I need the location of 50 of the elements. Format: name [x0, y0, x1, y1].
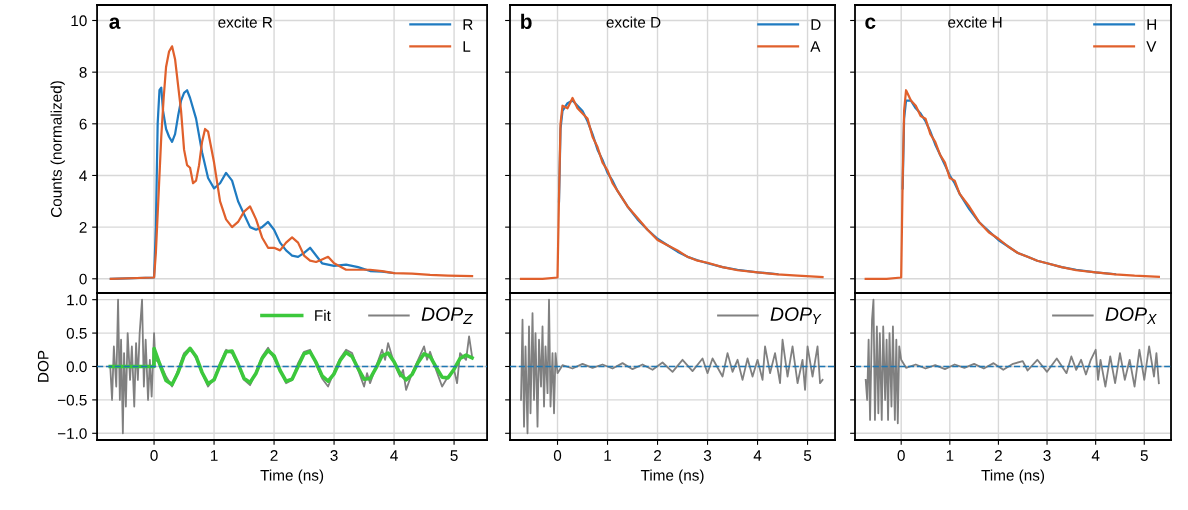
x-tick-label: 0: [897, 450, 905, 461]
x-tick-label: 4: [753, 450, 762, 461]
y-tick-label: 8: [79, 67, 87, 78]
x-tick-label: 3: [703, 450, 712, 461]
x-tick-label: 0: [150, 450, 158, 461]
legend-label: D: [811, 19, 821, 30]
x-tick-label: 5: [1140, 450, 1148, 461]
y-axis-title: Counts (normalized): [50, 81, 65, 217]
x-tick-label: 2: [654, 450, 662, 461]
x-tick-label: 3: [1043, 450, 1051, 461]
y-tick-label: 0.0: [66, 361, 87, 373]
legend-label: A: [810, 41, 821, 52]
x-axis-title: Time (ns): [260, 469, 324, 484]
x-axis-title: Time (ns): [981, 469, 1045, 484]
y-tick-label: 4: [79, 170, 87, 182]
annotation: a: [109, 17, 121, 29]
annotation: excite H: [948, 16, 1002, 28]
y-tick-label: 1.0: [67, 294, 87, 306]
y-tick-label: 0: [79, 273, 87, 285]
x-tick-label: 2: [270, 450, 278, 461]
x-tick-label: 3: [330, 450, 338, 461]
x-tick-label: 5: [803, 450, 812, 461]
legend-label: DOP$_{Y}$: [770, 307, 822, 324]
y-tick-label: −0.5: [57, 394, 87, 406]
legend-label: DOP$_{Z}$: [421, 307, 473, 324]
legend-label: R: [463, 19, 473, 30]
x-tick-label: 4: [390, 450, 398, 461]
y-tick-label: 6: [79, 118, 87, 130]
y-tick-label: −1.0: [57, 428, 87, 439]
legend-label: L: [463, 41, 471, 52]
y-tick-label: 0.5: [66, 327, 87, 339]
annotation: excite R: [218, 16, 273, 28]
x-axis-title: Time (ns): [640, 469, 704, 484]
legend-label: DOP$_{X}$: [1105, 307, 1157, 324]
legend-label: H: [1147, 19, 1157, 30]
y-axis-title: DOP: [37, 350, 49, 382]
y-tick-label: 10: [71, 15, 87, 27]
legend-label: V: [1146, 41, 1157, 52]
x-tick-label: 1: [604, 450, 612, 461]
x-tick-label: 1: [210, 450, 218, 461]
annotation: excite D: [606, 16, 661, 28]
annotation: c: [865, 17, 876, 29]
x-tick-label: 5: [450, 450, 458, 461]
x-tick-label: 0: [553, 450, 562, 461]
x-tick-label: 2: [994, 450, 1002, 461]
annotation: b: [521, 13, 532, 29]
x-tick-label: 1: [946, 450, 954, 461]
y-tick-label: 2: [79, 222, 87, 233]
x-tick-label: 4: [1091, 450, 1100, 461]
legend-label: Fit: [315, 309, 331, 321]
